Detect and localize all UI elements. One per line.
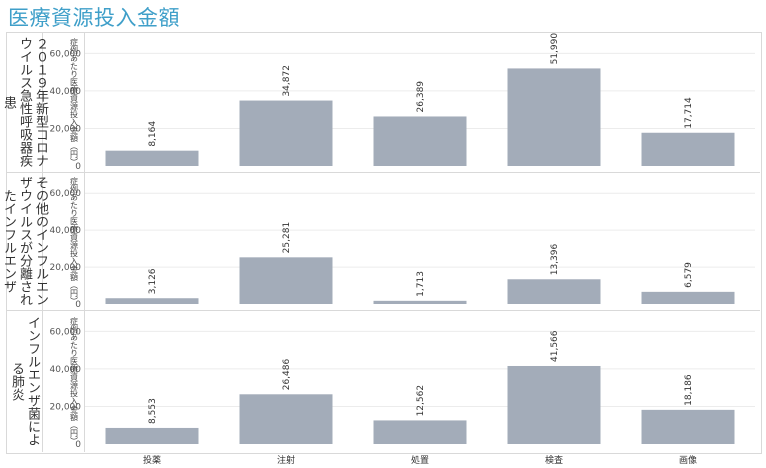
- bar[interactable]: [239, 100, 333, 166]
- bar-value-label: 1,713: [416, 271, 426, 297]
- x-tick-label: 注射: [277, 454, 295, 466]
- y-tick-label: 60,000: [50, 327, 82, 337]
- bar[interactable]: [373, 300, 467, 304]
- y-axis-title: 症例あたり医療資源投入金額（円）: [66, 172, 82, 310]
- bar[interactable]: [373, 116, 467, 166]
- bar[interactable]: [373, 420, 467, 444]
- bar[interactable]: [105, 150, 199, 166]
- y-tick-label: 0: [75, 300, 81, 310]
- row-label-text: その他のインフルエンザウイルスが分離されたインフルエンザ: [1, 176, 48, 306]
- panel-row-label: ２０１９年新型コロナウイルス急性呼吸器疾患: [1, 32, 48, 172]
- y-tick-label: 40,000: [50, 226, 82, 236]
- row-header-divider: [42, 32, 43, 452]
- bar-value-label: 51,990: [550, 33, 560, 65]
- y-tick-label: 0: [75, 440, 81, 450]
- bar[interactable]: [105, 427, 199, 444]
- bar-value-label: 18,186: [684, 374, 694, 406]
- y-tick-label: 0: [75, 162, 81, 172]
- bar-panel-2: 0 20,000 40,000 60,000 3,126 25,281 1,713 13,39…: [50, 189, 755, 310]
- y-axis-title-text: 症例あたり医療資源投入金額（円）: [69, 177, 79, 305]
- y-axis-title: 症例あたり医療資源投入金額（円）: [66, 310, 82, 452]
- bar[interactable]: [105, 298, 199, 304]
- y-tick-label: 60,000: [50, 189, 82, 199]
- bar-value-label: 34,872: [282, 65, 292, 97]
- panel-divider: [6, 172, 760, 173]
- panel-divider: [6, 310, 760, 311]
- x-tick-label: 処置: [411, 454, 429, 466]
- bar-value-label: 6,579: [684, 262, 694, 288]
- bar-panel-1: 0 20,000 40,000 60,000 8,164 34,872 26,389 51,9…: [50, 33, 755, 172]
- panel-row-label: インフルエンザ菌による肺炎: [6, 310, 42, 452]
- bar[interactable]: [641, 132, 735, 166]
- x-axis: 投薬 注射 処置 検査 画像: [143, 454, 697, 466]
- bar-value-label: 41,566: [550, 330, 560, 362]
- y-tick-label: 60,000: [50, 49, 82, 59]
- bar-value-label: 26,389: [416, 81, 426, 113]
- page-title: 医療資源投入金額: [8, 6, 180, 30]
- bar-value-label: 26,486: [282, 359, 292, 391]
- y-axis-title: 症例あたり医療資源投入金額（円）: [66, 32, 82, 172]
- bar-value-label: 25,281: [282, 222, 292, 254]
- bar-value-label: 3,126: [148, 268, 158, 294]
- bar[interactable]: [507, 68, 601, 166]
- bar[interactable]: [641, 409, 735, 444]
- y-axis-title-text: 症例あたり医療資源投入金額（円）: [69, 317, 79, 445]
- panel-row-label: その他のインフルエンザウイルスが分離されたインフルエンザ: [1, 172, 48, 310]
- bar-value-label: 12,562: [416, 385, 426, 417]
- bar[interactable]: [239, 257, 333, 304]
- y-axis-title-text: 症例あたり医療資源投入金額（円）: [69, 38, 79, 166]
- bar-value-label: 8,164: [148, 121, 158, 147]
- bar[interactable]: [641, 291, 735, 304]
- bar[interactable]: [239, 394, 333, 444]
- bar-value-label: 8,553: [148, 398, 158, 424]
- y-tick-label: 40,000: [50, 87, 82, 97]
- bar-value-label: 17,714: [684, 97, 694, 129]
- y-tick-label: 20,000: [50, 402, 82, 412]
- row-label-text: ２０１９年新型コロナウイルス急性呼吸器疾患: [1, 37, 48, 167]
- chart-frame: [6, 32, 762, 454]
- x-tick-label: 検査: [545, 454, 563, 466]
- x-tick-label: 投薬: [143, 454, 161, 466]
- bar-value-label: 13,396: [550, 244, 560, 276]
- axis-divider: [84, 32, 85, 452]
- bar[interactable]: [507, 365, 601, 444]
- bar-panel-3: 0 20,000 40,000 60,000 8,553 26,486 12,562 41,5…: [50, 327, 755, 450]
- y-tick-label: 40,000: [50, 365, 82, 375]
- bar[interactable]: [507, 279, 601, 304]
- y-tick-label: 20,000: [50, 124, 82, 134]
- row-label-text: インフルエンザ菌による肺炎: [9, 316, 40, 446]
- y-tick-label: 20,000: [50, 263, 82, 273]
- x-tick-label: 画像: [679, 454, 697, 466]
